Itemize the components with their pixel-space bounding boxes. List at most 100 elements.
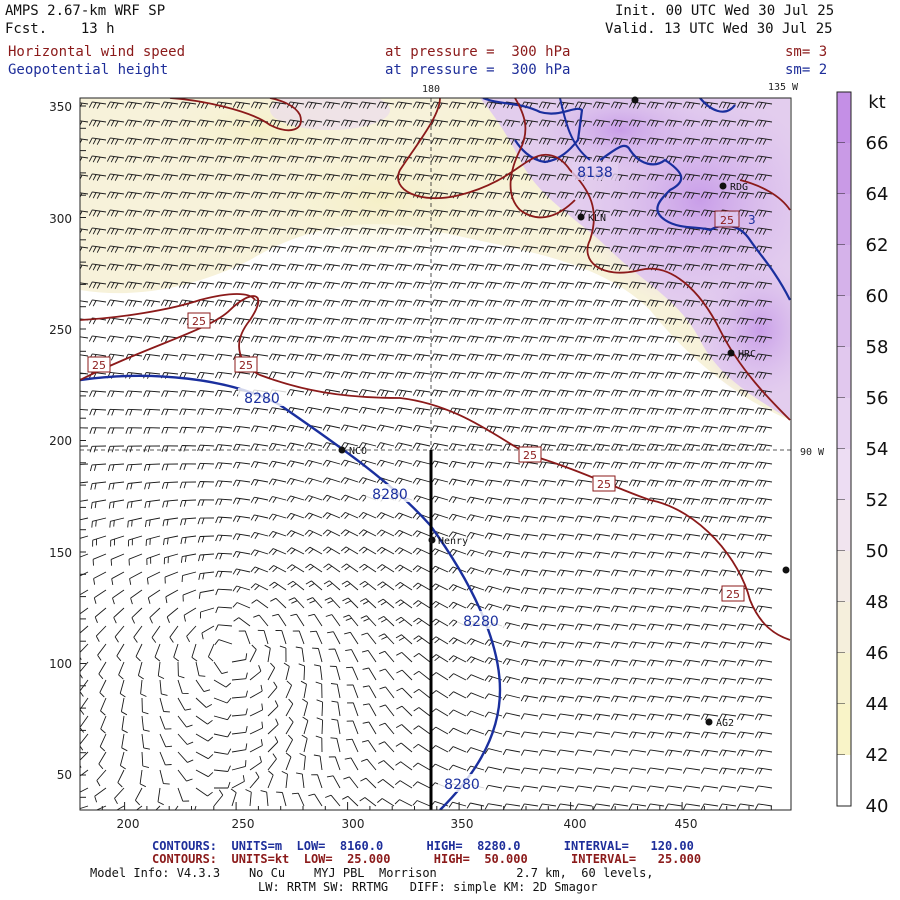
wind-barb — [358, 317, 377, 325]
wind-barb — [484, 317, 503, 325]
wind-barb — [466, 638, 485, 646]
wind-barb — [466, 191, 485, 199]
wind-barb — [718, 101, 737, 109]
wind-barb — [250, 281, 269, 289]
wind-barb — [502, 263, 521, 271]
wind-barb — [556, 749, 575, 756]
station-lvt — [631, 96, 639, 104]
wind-barb — [231, 775, 245, 789]
wind-barb — [340, 137, 359, 145]
wind-barb — [574, 605, 593, 613]
wind-barb — [157, 787, 164, 806]
wind-barb — [377, 798, 395, 807]
wind-barb — [520, 640, 539, 648]
wind-barb — [328, 648, 341, 663]
wind-barb — [376, 459, 395, 467]
wind-barb — [592, 605, 611, 613]
wind-barb — [177, 661, 185, 679]
wind-barb — [610, 443, 629, 451]
wind-barb — [296, 772, 305, 789]
wind-barb — [736, 479, 755, 487]
wind-barb — [268, 155, 287, 163]
wind-barb — [700, 605, 719, 613]
wind-barb — [430, 442, 449, 450]
wind-barb — [394, 335, 413, 343]
wind-barb — [448, 335, 467, 343]
wind-barb — [295, 646, 305, 663]
height-label: 8280 — [244, 391, 280, 407]
wind-barb — [682, 371, 701, 379]
wind-barb — [330, 683, 341, 699]
wind-barb — [736, 785, 755, 792]
wind-barb — [736, 425, 755, 433]
wind-barb — [232, 191, 251, 199]
wind-barb — [238, 630, 251, 645]
wind-barb — [520, 335, 539, 343]
wind-barb — [214, 137, 233, 145]
wind-barb — [754, 695, 773, 703]
wind-barb — [80, 769, 89, 777]
wind-barb — [340, 245, 359, 253]
wind-barb — [340, 494, 359, 502]
wind-barb — [484, 209, 503, 217]
wind-barb — [330, 737, 341, 753]
footer-height-contours: CONTOURS: UNITS=m LOW= 8160.0 HIGH= 8280… — [152, 839, 694, 853]
svg-text:25: 25 — [726, 588, 740, 601]
wind-barb — [376, 227, 395, 235]
wind-barb — [700, 767, 719, 774]
wind-barb — [198, 571, 215, 580]
wind-barb — [628, 605, 647, 613]
wind-barb — [412, 781, 431, 789]
wind-barb — [754, 101, 773, 109]
wind-barb — [119, 751, 126, 770]
wind-barb — [178, 137, 197, 145]
wind-barb — [628, 533, 647, 541]
wind-barb — [682, 713, 701, 721]
wind-barb — [322, 263, 341, 271]
wind-barb — [214, 245, 233, 253]
wind-barb — [628, 677, 647, 685]
wind-barb — [80, 300, 89, 303]
wind-barb — [502, 155, 521, 163]
wind-barb — [245, 789, 252, 807]
wind-barb — [174, 805, 179, 810]
wind-barb — [718, 515, 737, 523]
wind-barb — [80, 210, 89, 217]
wind-barb — [106, 119, 125, 127]
wind-barb — [628, 479, 647, 487]
wind-barb — [664, 443, 683, 451]
wind-barb — [304, 227, 323, 235]
field2-name: Geopotential height — [8, 62, 169, 78]
wind-barb — [124, 209, 143, 217]
wind-barb — [142, 101, 161, 109]
wind-barb — [430, 227, 449, 235]
wind-barb — [214, 191, 233, 199]
wind-barb — [413, 653, 431, 663]
wind-barb — [754, 461, 773, 469]
wind-barb — [646, 785, 665, 792]
wind-barb — [142, 191, 161, 199]
wind-barb — [718, 407, 737, 415]
wind-barb — [283, 662, 290, 681]
wind-barb — [276, 791, 287, 807]
wind-barb — [700, 623, 719, 631]
wind-barb — [448, 709, 467, 717]
wind-barb — [268, 173, 287, 181]
wind-barb — [448, 513, 467, 521]
wind-barb — [610, 533, 629, 541]
wind-barb — [340, 371, 359, 379]
wind-barb — [126, 499, 143, 509]
wind-barb — [646, 371, 665, 379]
wind-barb — [159, 715, 172, 730]
wind-barb — [100, 697, 107, 716]
wind-barb — [379, 722, 395, 735]
wind-barb — [556, 443, 575, 451]
wind-barb — [628, 695, 647, 703]
wind-barb — [754, 137, 773, 145]
wind-barb — [718, 785, 737, 792]
wind-barb — [610, 695, 629, 703]
wind-barb — [230, 788, 237, 807]
wind-barb — [340, 155, 359, 163]
wind-barb — [520, 173, 539, 181]
wind-barb — [646, 155, 665, 163]
